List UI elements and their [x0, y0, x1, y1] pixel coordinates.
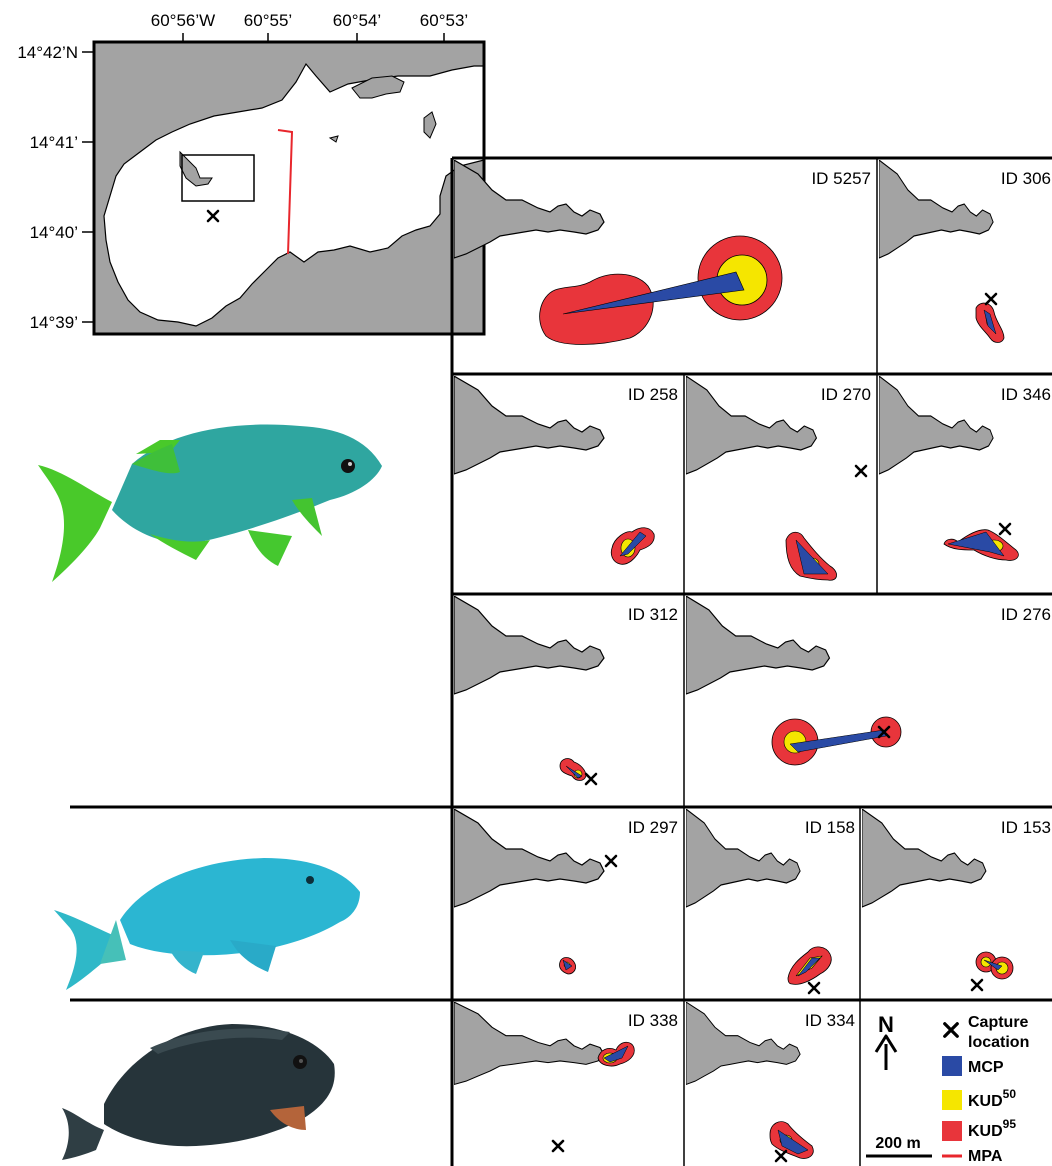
- home-range-panel: ID 306: [879, 160, 1051, 343]
- legend-mcp-swatch: [942, 1056, 962, 1076]
- panel-id-label: ID 338: [628, 1011, 678, 1030]
- north-arrow-icon: [874, 1034, 898, 1070]
- home-range-panel: ID 338: [454, 1002, 678, 1153]
- mpa-boundary-line: [277, 129, 294, 255]
- mcp-polygon: [795, 539, 829, 575]
- lon-tick-label: 60°55’: [244, 11, 292, 30]
- mcp-polygon: [777, 1129, 809, 1155]
- coastline-land: [862, 809, 987, 908]
- legend-kud95-label: KUD95: [968, 1117, 1016, 1140]
- panel-id-label: ID 334: [805, 1011, 855, 1030]
- mcp-polygon: [603, 1045, 629, 1063]
- scale-bar-label: 200 m: [875, 1135, 920, 1152]
- coastline-land: [454, 809, 605, 908]
- coastline-land: [879, 160, 994, 259]
- mcp-polygon: [797, 957, 821, 977]
- kud95-contour: [559, 758, 587, 781]
- panel-divider-lines: [683, 158, 878, 1166]
- capture-location-icon: [604, 854, 618, 868]
- panel-id-label: ID 153: [1001, 818, 1051, 837]
- coastline-land: [686, 1002, 801, 1086]
- lon-tick-label: 60°54’: [333, 11, 381, 30]
- legend-capture-label: location: [968, 1034, 1029, 1051]
- mcp-polygon: [565, 765, 583, 779]
- legend-kud50-label: KUD50: [968, 1087, 1016, 1110]
- coastline-land: [454, 160, 605, 259]
- coastline-land: [686, 376, 818, 475]
- coastline-land: [454, 376, 605, 475]
- home-range-panel: ID 346: [879, 376, 1051, 561]
- island: [423, 111, 437, 139]
- lat-tick-label: 14°40’: [30, 223, 78, 242]
- panel-id-label: ID 158: [805, 818, 855, 837]
- lat-tick-label: 14°39’: [30, 313, 78, 332]
- coastline-land: [879, 376, 994, 475]
- capture-location-icon: [970, 978, 984, 992]
- mcp-polygon: [983, 309, 997, 335]
- panel-id-label: ID 5257: [811, 169, 871, 188]
- legend: N Capture location MCP KUD50 KUD95 MPA 2…: [866, 1012, 1029, 1165]
- overview-map-canvas: [94, 42, 485, 334]
- panel-id-label: ID 276: [1001, 605, 1051, 624]
- coastline-land: [686, 596, 831, 695]
- parrotfish-image: [54, 858, 360, 990]
- capture-location-icon: [774, 1149, 788, 1163]
- lat-tick-label: 14°42’N: [17, 43, 78, 62]
- coastline-land: [454, 596, 605, 695]
- green-fish-image: [38, 424, 382, 582]
- capture-location-icon: [854, 464, 868, 478]
- north-label: N: [878, 1012, 894, 1037]
- home-range-panel: ID 334: [686, 1002, 855, 1163]
- mcp-polygon: [562, 271, 745, 315]
- legend-capture-label: Capture: [968, 1014, 1029, 1031]
- capture-location-icon: [984, 292, 998, 306]
- capture-location-icon: [551, 1139, 565, 1153]
- home-range-panel: ID 258: [454, 376, 678, 565]
- home-range-panel: ID 312: [454, 596, 678, 786]
- capture-location-icon: [998, 522, 1012, 536]
- capture-location-icon: [943, 1022, 959, 1038]
- panel-grid-lines: [70, 156, 1052, 1166]
- capture-location-icon: [807, 981, 821, 995]
- mcp-polygon: [947, 531, 1005, 557]
- legend-kud50-swatch: [942, 1090, 962, 1110]
- lat-tick-marks: [82, 51, 94, 323]
- mcp-polygon: [562, 959, 573, 971]
- study-area-box: [181, 154, 255, 202]
- home-range-panel: ID 158: [686, 809, 855, 995]
- panel-id-label: ID 312: [628, 605, 678, 624]
- mcp-polygon: [983, 959, 1003, 971]
- lat-tick-label: 14°41’: [30, 133, 78, 152]
- home-range-panel: ID 153: [862, 809, 1051, 992]
- overview-map: 60°56’W 60°55’ 60°54’ 60°53’ 14°42’N 14°…: [17, 11, 486, 336]
- coastline-land: [454, 1002, 605, 1086]
- home-range-panel: ID 270: [686, 376, 871, 581]
- lon-tick-label: 60°53’: [420, 11, 468, 30]
- panel-id-label: ID 297: [628, 818, 678, 837]
- capture-location-icon: [584, 772, 598, 786]
- legend-mcp-label: MCP: [968, 1059, 1004, 1076]
- home-range-panel: ID 5257: [454, 160, 871, 345]
- panel-id-label: ID 270: [821, 385, 871, 404]
- mcp-polygon: [789, 729, 887, 753]
- panel-id-label: ID 346: [1001, 385, 1051, 404]
- island: [328, 135, 339, 143]
- home-range-panel: ID 276: [686, 596, 1051, 766]
- coastline-land: [686, 809, 801, 908]
- dark-surgeonfish-image: [62, 1024, 335, 1160]
- island: [351, 75, 405, 99]
- sea-area: [103, 62, 485, 327]
- legend-mpa-label: MPA: [968, 1148, 1003, 1165]
- panel-id-label: ID 306: [1001, 169, 1051, 188]
- legend-kud95-swatch: [942, 1121, 962, 1141]
- home-range-panel: ID 297: [454, 809, 678, 975]
- panel-id-label: ID 258: [628, 385, 678, 404]
- kud50-contour: [980, 956, 992, 968]
- lon-tick-label: 60°56’W: [151, 11, 215, 30]
- mcp-polygon: [619, 531, 647, 557]
